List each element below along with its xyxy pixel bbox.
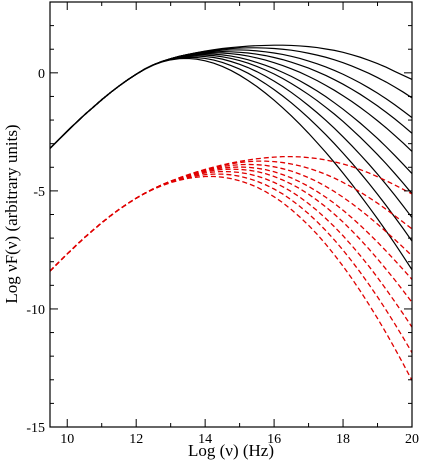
y-tick-label: -10 xyxy=(26,303,45,318)
x-tick-label: 12 xyxy=(129,432,143,447)
red-dashed-series-11 xyxy=(50,156,412,272)
black-solid-series-1 xyxy=(50,44,412,149)
y-axis-label: Log νF(ν) (arbitrary units) xyxy=(2,124,21,303)
black-solid-series-5 xyxy=(50,52,412,152)
series-layer xyxy=(50,44,412,381)
y-tick-label: -5 xyxy=(33,185,45,200)
red-dashed-series-17 xyxy=(50,173,412,353)
ticks-layer: 10 12 14 16 18 20 0 -5 -10 -15 xyxy=(26,1,419,447)
x-tick-label: 16 xyxy=(267,432,281,447)
red-dashed-series-15 xyxy=(50,168,412,303)
x-tick-label: 14 xyxy=(198,432,212,447)
x-axis-label: Log (ν) (Hz) xyxy=(188,441,274,460)
black-solid-series-3 xyxy=(50,49,412,149)
black-solid-series-10 xyxy=(50,57,412,271)
black-solid-series-8 xyxy=(50,55,412,218)
y-tick-label: -15 xyxy=(26,421,45,436)
black-solid-series-9 xyxy=(50,56,412,242)
black-solid-series-7 xyxy=(50,54,412,195)
x-tick-label: 10 xyxy=(60,432,74,447)
red-dashed-series-14 xyxy=(50,166,412,280)
y-tick-label: 0 xyxy=(38,67,45,82)
black-solid-series-6 xyxy=(50,53,412,175)
red-dashed-series-18 xyxy=(50,175,412,381)
x-tick-label: 18 xyxy=(336,432,350,447)
red-dashed-series-12 xyxy=(50,160,412,272)
red-dashed-series-13 xyxy=(50,163,412,272)
red-dashed-series-16 xyxy=(50,170,412,328)
x-tick-label: 20 xyxy=(405,432,419,447)
